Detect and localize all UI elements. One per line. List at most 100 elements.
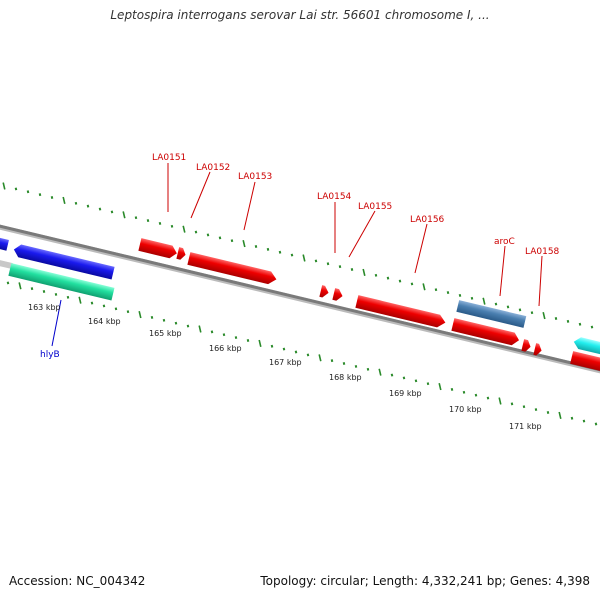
- gene-LA0151[interactable]: [138, 238, 178, 259]
- gene-label[interactable]: LA0156: [410, 215, 445, 225]
- minor-tick: [282, 347, 286, 351]
- major-tick: [558, 411, 562, 419]
- gene-LA0153[interactable]: [187, 252, 278, 286]
- minor-tick: [554, 317, 558, 320]
- gene-red-right[interactable]: [570, 351, 600, 373]
- gene-label[interactable]: LA0153: [238, 172, 272, 182]
- gene-label[interactable]: LA0155: [358, 202, 392, 212]
- gene-label[interactable]: LA0154: [317, 192, 352, 202]
- accession-text: Accession: NC_004342: [9, 574, 146, 588]
- minor-tick: [186, 324, 190, 328]
- minor-tick: [270, 344, 274, 348]
- scale-label: 164 kbp: [88, 317, 121, 326]
- minor-tick: [234, 336, 238, 340]
- map-title: Leptospira interrogans serovar Lai str. …: [110, 8, 490, 22]
- minor-tick: [410, 282, 414, 286]
- gene-LA0155[interactable]: [332, 288, 344, 302]
- major-tick: [182, 225, 186, 233]
- major-tick: [302, 254, 306, 262]
- minor-tick: [402, 376, 406, 380]
- scale-labels: 163 kbp 164 kbp 165 kbp 166 kbp 167 kbp …: [28, 303, 542, 431]
- gene-LA0156[interactable]: [355, 295, 447, 329]
- inner-tick-track: [6, 281, 598, 426]
- gene-aroC[interactable]: [456, 300, 527, 328]
- scale-label: 171 kbp: [509, 422, 542, 431]
- gene-small-red-2[interactable]: [533, 343, 543, 356]
- outer-tick-track: [2, 182, 594, 329]
- minor-tick: [146, 219, 150, 223]
- minor-tick: [494, 302, 498, 306]
- minor-tick: [594, 422, 598, 426]
- minor-tick: [522, 405, 526, 409]
- minor-tick: [462, 390, 466, 394]
- scale-label: 163 kbp: [28, 303, 61, 312]
- major-tick: [18, 282, 22, 290]
- minor-tick: [530, 311, 534, 315]
- gene-LA0154[interactable]: [319, 285, 330, 299]
- backbone: [0, 224, 600, 374]
- minor-tick: [518, 308, 522, 312]
- minor-tick: [210, 330, 214, 334]
- minor-tick: [14, 187, 18, 191]
- minor-tick: [6, 281, 10, 285]
- gene-cyan-right[interactable]: [572, 336, 600, 356]
- minor-tick: [50, 196, 54, 199]
- major-tick: [378, 368, 382, 376]
- minor-tick: [102, 304, 106, 308]
- minor-tick: [38, 193, 42, 197]
- minor-tick: [570, 416, 574, 420]
- scale-label: 169 kbp: [389, 389, 422, 398]
- minor-tick: [206, 233, 210, 237]
- gene-label[interactable]: LA0158: [525, 247, 560, 257]
- minor-tick: [414, 379, 418, 383]
- major-tick: [422, 283, 426, 291]
- minor-tick: [470, 296, 474, 300]
- gene-label[interactable]: hlyB: [40, 350, 60, 360]
- minor-tick: [134, 216, 138, 220]
- gene-label[interactable]: LA0152: [196, 163, 230, 173]
- minor-tick: [90, 301, 94, 305]
- scale-label: 166 kbp: [209, 344, 242, 353]
- minor-tick: [266, 247, 270, 251]
- major-tick: [258, 339, 262, 347]
- gene-reverse-blue-left[interactable]: [0, 236, 9, 251]
- minor-tick: [546, 411, 550, 414]
- minor-tick: [278, 250, 282, 254]
- minor-tick: [114, 307, 118, 311]
- minor-tick: [350, 268, 354, 271]
- minor-tick: [582, 419, 586, 423]
- minor-tick: [486, 396, 490, 400]
- scale-label: 170 kbp: [449, 405, 482, 414]
- major-tick: [122, 211, 126, 219]
- backbone-lower: [0, 260, 13, 269]
- major-tick: [318, 354, 322, 362]
- gene-label[interactable]: aroC: [494, 237, 515, 247]
- gene-label[interactable]: LA0151: [152, 153, 186, 163]
- minor-tick: [590, 325, 594, 329]
- gene-reverse-blue[interactable]: [12, 243, 115, 280]
- minor-tick: [314, 259, 318, 263]
- minor-tick: [158, 221, 162, 225]
- minor-tick: [366, 367, 370, 371]
- gene-small-red[interactable]: [521, 339, 532, 353]
- minor-tick: [74, 201, 78, 205]
- minor-tick: [126, 310, 130, 314]
- minor-tick: [194, 230, 198, 234]
- summary-text: Topology: circular; Length: 4,332,241 bp…: [260, 574, 590, 588]
- gene-hlyB[interactable]: [8, 263, 115, 301]
- gene-leader-lines: [51, 163, 543, 347]
- minor-tick: [174, 321, 178, 325]
- minor-tick: [450, 387, 454, 391]
- gene-LA0152[interactable]: [176, 247, 187, 261]
- gene-LA0158[interactable]: [451, 318, 520, 346]
- major-tick: [2, 182, 6, 190]
- gene-labels: LA0151 LA0152 LA0153 LA0154 LA0155 LA015…: [40, 153, 560, 360]
- minor-tick: [26, 190, 30, 194]
- minor-tick: [506, 305, 510, 309]
- gene-features: [0, 236, 600, 373]
- major-tick: [482, 297, 486, 305]
- major-tick: [362, 268, 366, 276]
- minor-tick: [294, 350, 298, 354]
- minor-tick: [326, 262, 330, 266]
